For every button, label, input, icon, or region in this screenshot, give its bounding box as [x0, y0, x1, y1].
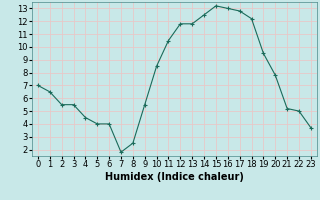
X-axis label: Humidex (Indice chaleur): Humidex (Indice chaleur)	[105, 172, 244, 182]
